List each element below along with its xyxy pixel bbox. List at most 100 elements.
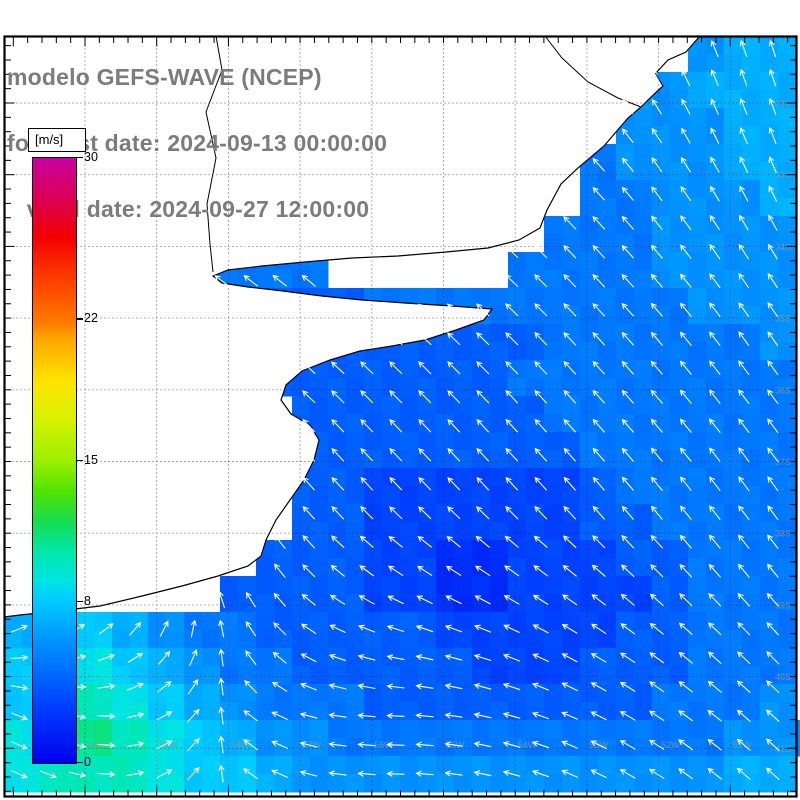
sea-cell [274, 576, 293, 595]
sea-cell [670, 180, 689, 199]
sea-cell [580, 432, 599, 451]
sea-cell [364, 504, 383, 523]
sea-cell [652, 144, 671, 163]
wind-arrow [126, 770, 145, 777]
wind-arrow [737, 534, 750, 550]
sea-cell [418, 360, 437, 379]
wind-arrow [331, 447, 345, 462]
wind-arrow [563, 360, 577, 375]
wind-arrow [651, 127, 663, 144]
sea-cell [310, 396, 329, 415]
sea-cell [454, 342, 473, 361]
wind-arrow [360, 361, 374, 375]
wind-arrow [563, 331, 577, 346]
wind-arrow [739, 185, 749, 202]
wind-arrow [214, 246, 230, 258]
wind-arrow [592, 418, 606, 433]
sea-cell [706, 270, 725, 289]
sea-cell [238, 774, 257, 793]
sea-cell [418, 288, 437, 307]
sea-cell [94, 630, 113, 649]
sea-cell [544, 378, 563, 397]
wind-arrow [709, 185, 720, 202]
sea-cell [310, 558, 329, 577]
sea-cell [760, 432, 779, 451]
wind-arrow [621, 302, 635, 317]
wind-arrow [710, 98, 720, 115]
sea-cell [274, 720, 293, 739]
sea-cell [418, 522, 437, 541]
wind-arrow [505, 245, 519, 259]
sea-cell [292, 612, 311, 631]
wind-arrow [590, 740, 607, 750]
wind-arrow [621, 331, 635, 346]
sea-cell [328, 486, 347, 505]
sea-cell [148, 738, 167, 757]
wind-arrow [186, 738, 200, 752]
sea-cell [328, 378, 347, 397]
sea-cell [652, 504, 671, 523]
sea-cell [346, 594, 365, 613]
wind-arrow [563, 303, 577, 317]
lat-label: 33S [775, 170, 791, 180]
sea-cell [544, 450, 563, 469]
sea-cell [346, 756, 365, 775]
wind-arrow [709, 476, 721, 492]
sea-cell [688, 594, 707, 613]
sea-cell [724, 108, 743, 127]
sea-cell [724, 180, 743, 199]
sea-cell [652, 270, 671, 289]
colorbar-tick-label: 0 [84, 755, 91, 769]
sea-cell [634, 558, 653, 577]
sea-cell [616, 162, 635, 181]
sea-cell [76, 630, 95, 649]
sea-cell [94, 666, 113, 685]
sea-cell [544, 720, 563, 739]
sea-cell [670, 360, 689, 379]
wind-arrow [331, 390, 345, 404]
sea-cell [670, 144, 689, 163]
sea-cell [580, 558, 599, 577]
sea-cell [490, 594, 509, 613]
sea-cell [598, 324, 617, 343]
wind-arrow [185, 275, 201, 287]
sea-cell [598, 252, 617, 271]
wind-arrow [678, 651, 693, 664]
wind-arrow [271, 740, 289, 750]
sea-cell [724, 414, 743, 433]
wind-arrow [679, 302, 692, 317]
wind-arrow [621, 244, 635, 259]
sea-cell [472, 684, 491, 703]
sea-cell [580, 288, 599, 307]
wind-arrow [330, 332, 345, 346]
sea-cell [742, 450, 761, 469]
sea-cell [742, 360, 761, 379]
sea-cell [418, 468, 437, 487]
sea-cell [436, 504, 455, 523]
wind-arrow [619, 681, 636, 692]
wind-arrow [415, 712, 434, 719]
wind-arrow [359, 565, 375, 577]
sea-cell [652, 756, 671, 775]
sea-cell [580, 648, 599, 667]
sea-cell [742, 342, 761, 361]
sea-cell [454, 576, 473, 595]
sea-cell [490, 468, 509, 487]
sea-cell [436, 702, 455, 721]
sea-cell [508, 558, 527, 577]
sea-cell [346, 540, 365, 559]
wind-arrow [591, 564, 606, 578]
sea-cell [220, 630, 239, 649]
sea-cell [670, 162, 689, 181]
wind-arrow [531, 740, 550, 749]
wind-arrow [98, 623, 114, 635]
sea-cell [310, 648, 329, 667]
sea-cell [616, 504, 635, 523]
sea-cell [652, 414, 671, 433]
wind-arrow [649, 652, 665, 664]
sea-cell [310, 504, 329, 523]
sea-cell [364, 774, 383, 793]
wind-arrow [156, 769, 173, 779]
sea-cell [724, 270, 743, 289]
